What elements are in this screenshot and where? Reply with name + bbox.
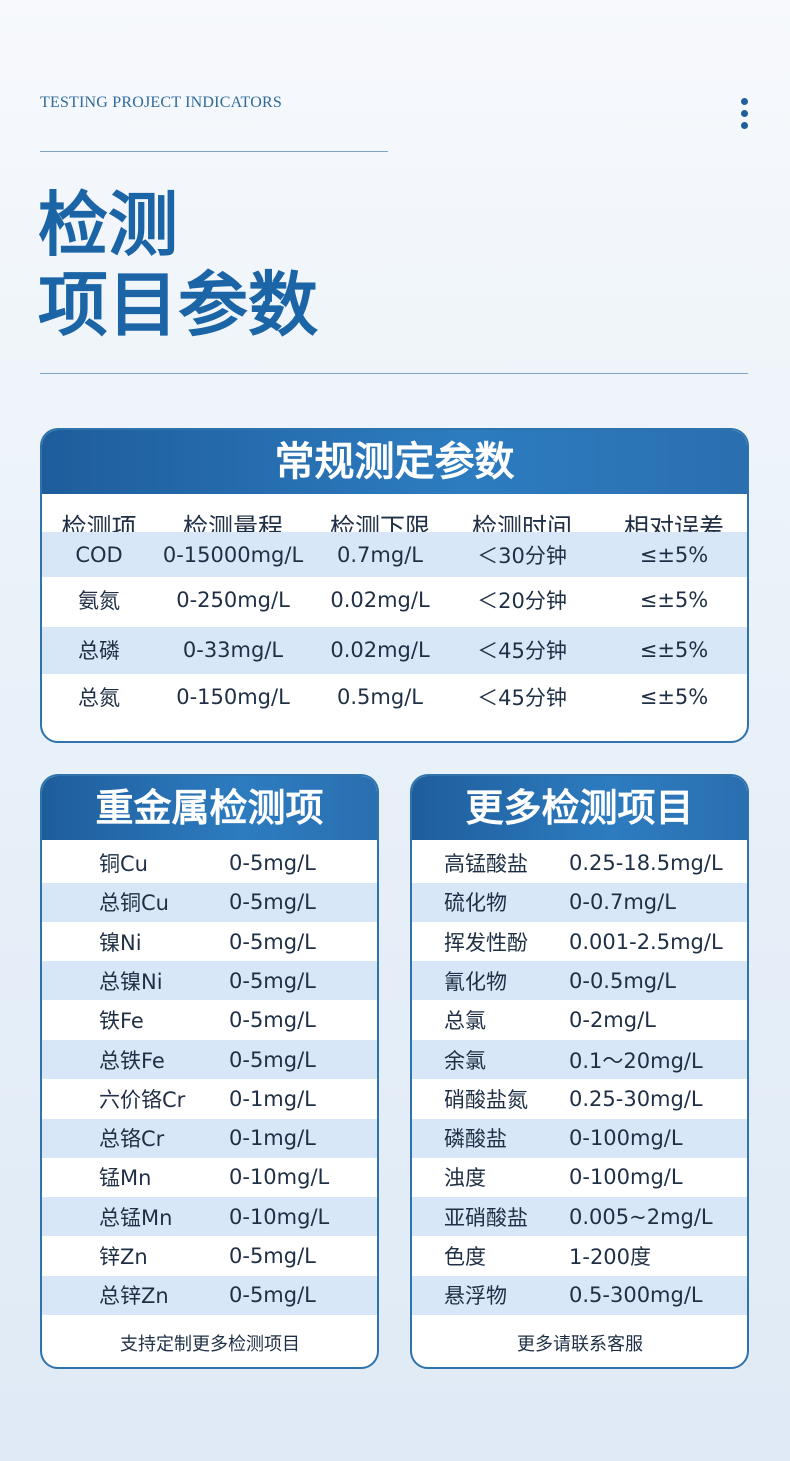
cell: 悬浮物	[444, 1284, 507, 1309]
divider	[40, 151, 388, 152]
row-bg	[42, 532, 747, 577]
cell: 0-5mg/L	[229, 1283, 316, 1308]
cell: 0-5mg/L	[229, 1244, 316, 1268]
cell: 色度	[444, 1245, 486, 1269]
cell: 0-10mg/L	[229, 1165, 330, 1190]
row-bg	[42, 1040, 377, 1079]
row-bg	[412, 882, 747, 922]
cell: 镍Ni	[99, 930, 142, 955]
cell: 0-5mg/L	[229, 968, 316, 993]
cell: ＜45分钟	[477, 686, 567, 710]
routine-table: 常规测定参数 检测项 检测量程 检测下限 检测时间 相对误差 COD 0-15000mg/L 0…	[40, 428, 749, 743]
cell: 锰Mn	[99, 1166, 152, 1191]
cell: 总镍Ni	[99, 969, 163, 994]
cell: 0-5mg/L	[229, 1008, 316, 1033]
title-line: 检测	[38, 183, 178, 266]
cell: 亚硝酸盐	[444, 1205, 528, 1230]
row-bg	[42, 1118, 377, 1158]
cell: 总铜Cu	[99, 891, 169, 916]
heavy-metal-table: 重金属检测项铜Cu 0-5mg/L 总铜Cu 0-5mg/L 镍Ni 0-5mg/L 总镍N…	[40, 774, 379, 1369]
cell: 0-250mg/L	[176, 588, 290, 612]
menu-dot[interactable]	[741, 98, 748, 105]
cell: 硫化物	[444, 891, 507, 916]
cell: 0-5mg/L	[229, 851, 316, 875]
cell: 0.25-18.5mg/L	[569, 851, 723, 875]
table-title: 常规测定参数	[42, 430, 747, 494]
cell: 0-33mg/L	[182, 638, 284, 662]
row-bg	[412, 1040, 747, 1079]
cell: 磷酸盐	[444, 1127, 507, 1152]
cell: 0-100mg/L	[569, 1126, 683, 1151]
row-bg	[42, 961, 377, 1001]
cell: 0.02mg/L	[330, 638, 430, 662]
cell: 0-10mg/L	[229, 1204, 330, 1229]
cell: 铜Cu	[99, 852, 148, 876]
cell: 0.02mg/L	[330, 588, 430, 612]
cell: 余氯	[444, 1048, 486, 1073]
more-table: 更多检测项目高锰酸盐 0.25-18.5mg/L 硫化物 0-0.7mg/L 挥发性酚 0…	[410, 774, 749, 1369]
cell: 铁Fe	[99, 1009, 144, 1034]
subtitle: TESTING PROJECT INDICATORS	[40, 94, 282, 111]
row-bg	[412, 1197, 747, 1237]
table-title: 更多检测项目	[412, 776, 747, 840]
cell: 总锌Zn	[99, 1284, 169, 1309]
row-bg	[412, 1118, 747, 1158]
cell: 0.001-2.5mg/L	[569, 929, 723, 954]
cell: 总磷	[78, 639, 120, 663]
cell: 高锰酸盐	[444, 852, 528, 876]
cell: ＜30分钟	[477, 544, 567, 568]
row-bg	[42, 627, 747, 674]
cell: 0-5mg/L	[229, 1047, 316, 1072]
cell: 0-15000mg/L	[162, 543, 304, 567]
cell: ＜20分钟	[477, 589, 567, 613]
divider	[40, 373, 748, 374]
cell: ＜45分钟	[477, 639, 567, 663]
cell: 1-200度	[569, 1245, 652, 1269]
table-footer: 支持定制更多检测项目	[120, 1334, 300, 1355]
cell: 六价铬Cr	[99, 1087, 186, 1112]
cell: 锌Zn	[99, 1245, 148, 1269]
cell: 浊度	[444, 1166, 486, 1191]
row-bg	[42, 1197, 377, 1237]
cell: 总锰Mn	[99, 1205, 173, 1230]
cell: 0-0.5mg/L	[569, 968, 676, 993]
menu-dot[interactable]	[741, 110, 748, 117]
cell: ≤±5%	[639, 588, 709, 612]
cell: 0.25-30mg/L	[569, 1086, 703, 1111]
cell: 总铬Cr	[99, 1127, 165, 1152]
cell: 0-5mg/L	[229, 929, 316, 954]
cell: 0.005~2mg/L	[569, 1204, 713, 1229]
cell: 总氮	[78, 686, 120, 710]
cell: 总氯	[444, 1009, 486, 1034]
cell: 0-100mg/L	[569, 1165, 683, 1190]
row-bg	[42, 882, 377, 922]
cell: 0.5mg/L	[337, 685, 423, 709]
table-footer: 更多请联系客服	[517, 1334, 643, 1355]
cell: 氰化物	[444, 969, 507, 994]
cell: 0-5mg/L	[229, 890, 316, 915]
cell: 0-150mg/L	[176, 685, 290, 709]
cell: 0-1mg/L	[229, 1086, 316, 1111]
cell: COD	[75, 543, 123, 567]
cell: 0-1mg/L	[229, 1126, 316, 1151]
title-line: 项目参数	[38, 263, 318, 346]
cell: 0.5-300mg/L	[569, 1283, 703, 1308]
cell: 0.1～20mg/L	[569, 1048, 703, 1073]
row-bg	[412, 961, 747, 1001]
row-bg	[412, 1275, 747, 1315]
cell: 总铁Fe	[99, 1048, 165, 1073]
cell: ≤±5%	[639, 543, 709, 567]
cell: 0-0.7mg/L	[569, 890, 676, 915]
table-title: 重金属检测项	[42, 776, 377, 840]
cell: 氨氮	[78, 589, 120, 613]
row-bg	[42, 1275, 377, 1315]
cell: ≤±5%	[639, 638, 709, 662]
cell: 0-2mg/L	[569, 1008, 656, 1033]
menu-dot[interactable]	[741, 122, 748, 129]
cell: 0.7mg/L	[337, 543, 423, 567]
cell: 挥发性酚	[444, 930, 528, 955]
cell: 硝酸盐氮	[444, 1087, 528, 1112]
cell: ≤±5%	[639, 685, 709, 709]
